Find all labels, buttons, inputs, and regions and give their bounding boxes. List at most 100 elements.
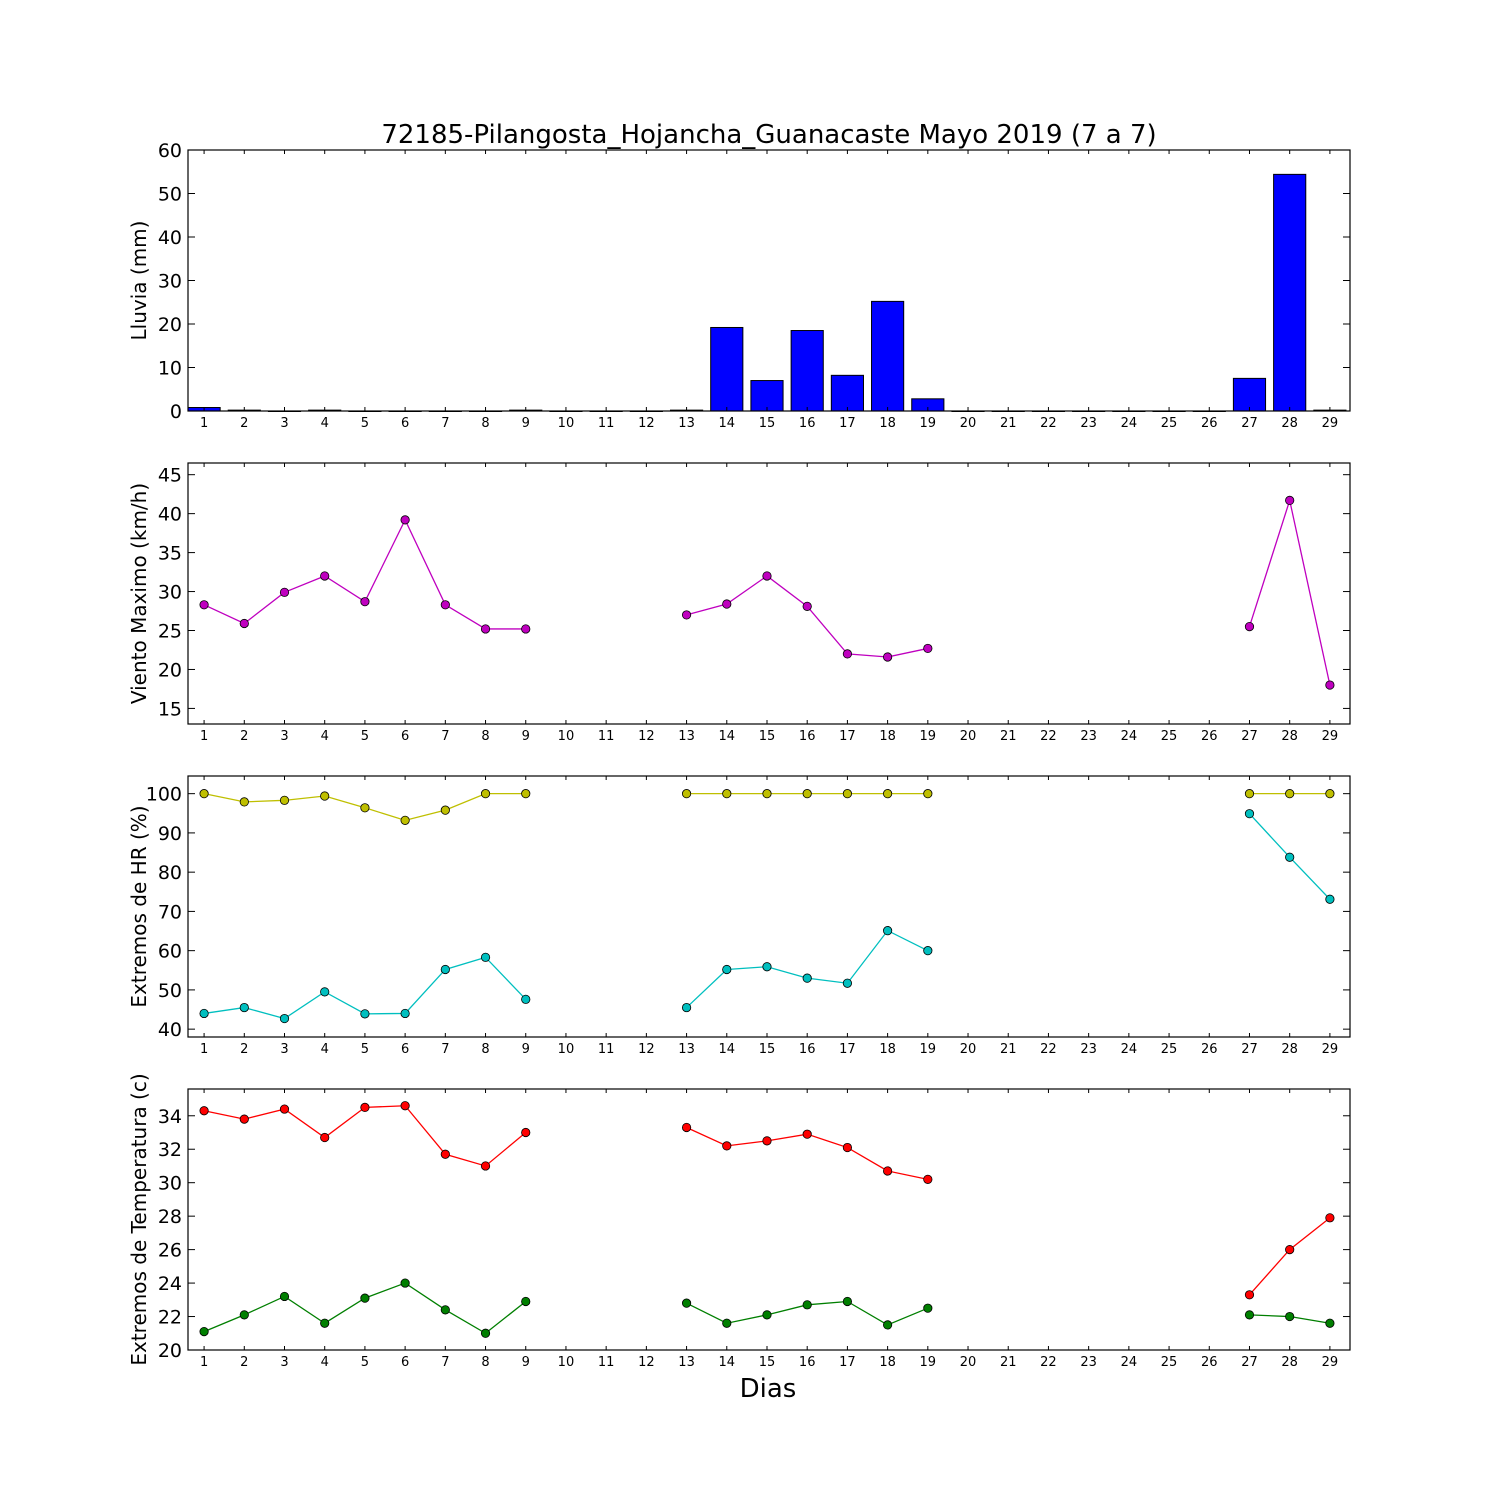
x-tick-label: 26 xyxy=(1201,416,1218,431)
x-tick-label: 10 xyxy=(558,1355,575,1370)
x-tick-label: 7 xyxy=(441,1355,449,1370)
point-hr-1-day-15 xyxy=(762,789,772,799)
x-tick-label: 18 xyxy=(879,729,896,744)
x-tick-label: 20 xyxy=(960,1042,977,1057)
bar-day-16 xyxy=(790,330,824,412)
x-tick-label: 14 xyxy=(719,729,736,744)
point-viento-1-day-19 xyxy=(923,643,933,654)
y-tick-label: 20 xyxy=(158,314,182,336)
x-tick-label: 28 xyxy=(1281,729,1298,744)
point-viento-1-day-2 xyxy=(239,618,249,629)
point-viento-1-day-14 xyxy=(722,599,732,609)
x-tick-label: 8 xyxy=(481,1355,489,1370)
point-temperatura-2-day-9 xyxy=(521,1296,531,1307)
point-temperatura-1-day-15 xyxy=(762,1136,772,1146)
point-hr-1-day-9 xyxy=(521,789,531,799)
x-tick-label: 20 xyxy=(960,729,977,744)
point-temperatura-2-day-1 xyxy=(199,1326,209,1337)
x-tick-label: 5 xyxy=(361,416,369,431)
x-tick-label: 23 xyxy=(1080,1042,1097,1057)
x-tick-label: 15 xyxy=(759,416,776,431)
point-temperatura-1-day-13 xyxy=(681,1122,692,1133)
y-tick-label: 20 xyxy=(158,1340,182,1362)
x-tick-label: 22 xyxy=(1040,416,1057,431)
x-tick-label: 12 xyxy=(638,729,655,744)
series-line-temperatura-1-seg-1 xyxy=(203,1105,527,1167)
y-tick-label: 20 xyxy=(158,659,182,681)
x-tick-label: 16 xyxy=(799,1355,816,1370)
x-tick-label: 29 xyxy=(1322,416,1339,431)
y-tick-label: 10 xyxy=(158,358,182,380)
x-tick-label: 21 xyxy=(1000,1355,1017,1370)
point-hr-1-day-18 xyxy=(883,789,893,799)
point-hr-1-day-27 xyxy=(1244,789,1255,799)
x-tick-label: 5 xyxy=(361,729,369,744)
x-tick-label: 18 xyxy=(879,1042,896,1057)
y-tick-label: 30 xyxy=(158,582,182,604)
x-tick-label: 6 xyxy=(401,1355,409,1370)
x-tick-label: 17 xyxy=(839,729,856,744)
point-temperatura-1-day-5 xyxy=(360,1102,370,1113)
bar-day-17 xyxy=(830,374,864,412)
x-tick-label: 23 xyxy=(1080,1355,1097,1370)
point-temperatura-2-day-28 xyxy=(1285,1311,1295,1322)
y-axis-label-viento: Viento Maximo (km/h) xyxy=(127,483,151,704)
point-temperatura-2-day-5 xyxy=(360,1293,370,1303)
x-tick-label: 12 xyxy=(638,416,655,431)
point-hr-2-day-5 xyxy=(360,1009,370,1019)
point-viento-1-day-6 xyxy=(400,515,410,525)
point-viento-1-day-27 xyxy=(1244,622,1255,632)
y-tick-label: 24 xyxy=(158,1273,182,1295)
x-tick-label: 3 xyxy=(280,416,288,431)
y-tick-label: 50 xyxy=(158,980,182,1002)
x-tick-label: 18 xyxy=(879,1355,896,1370)
point-temperatura-2-day-29 xyxy=(1325,1318,1335,1328)
y-tick-label: 70 xyxy=(158,901,182,923)
x-tick-label: 29 xyxy=(1322,1355,1339,1370)
point-hr-2-day-19 xyxy=(923,946,933,956)
point-viento-1-day-17 xyxy=(842,649,853,659)
x-tick-label: 27 xyxy=(1241,416,1258,431)
x-tick-label: 5 xyxy=(361,1042,369,1057)
point-hr-1-day-29 xyxy=(1325,789,1335,799)
bar-day-18 xyxy=(871,300,905,412)
x-tick-label: 11 xyxy=(598,416,615,431)
plot-frame-viento xyxy=(187,462,1351,725)
x-tick-label: 14 xyxy=(719,1355,736,1370)
x-tick-label: 20 xyxy=(960,416,977,431)
series-line-viento-1-seg-2 xyxy=(686,575,928,658)
point-viento-1-day-7 xyxy=(440,600,450,610)
point-hr-1-day-1 xyxy=(199,789,209,799)
point-temperatura-1-day-7 xyxy=(440,1149,450,1159)
x-tick-label: 17 xyxy=(839,1355,856,1370)
x-tick-label: 9 xyxy=(522,1042,530,1057)
x-tick-label: 26 xyxy=(1201,1355,1218,1370)
y-tick-label: 45 xyxy=(158,465,182,487)
x-tick-label: 3 xyxy=(280,729,288,744)
x-tick-label: 27 xyxy=(1241,1355,1258,1370)
y-tick-label: 22 xyxy=(158,1307,182,1329)
x-tick-label: 13 xyxy=(678,729,695,744)
x-tick-label: 29 xyxy=(1322,729,1339,744)
y-tick-label: 40 xyxy=(158,504,182,526)
x-tick-label: 15 xyxy=(759,1355,776,1370)
point-hr-2-day-14 xyxy=(722,964,732,975)
series-temperatura-2 xyxy=(199,1278,1335,1338)
y-tick-label: 90 xyxy=(158,823,182,845)
x-tick-label: 19 xyxy=(920,416,937,431)
panel-hr: 1 2 3 4 5 6 7 8 9 10 11 12 13 14 15 16 17 18 19 20 21 22 23 24 2… xyxy=(127,775,1351,1057)
x-tick-label: 6 xyxy=(401,1042,409,1057)
point-temperatura-1-day-19 xyxy=(923,1174,933,1184)
x-tick-label: 19 xyxy=(920,1355,937,1370)
point-temperatura-2-day-7 xyxy=(440,1305,450,1315)
point-temperatura-2-day-17 xyxy=(842,1296,853,1307)
point-hr-1-day-2 xyxy=(239,797,249,807)
y-tick-label: 30 xyxy=(158,1173,182,1195)
point-viento-1-day-1 xyxy=(199,600,209,610)
x-tick-label: 9 xyxy=(522,729,530,744)
point-hr-1-day-17 xyxy=(842,789,853,799)
x-tick-label: 27 xyxy=(1241,729,1258,744)
point-viento-1-day-4 xyxy=(320,571,330,581)
point-hr-1-day-6 xyxy=(400,815,410,825)
point-hr-2-day-29 xyxy=(1325,894,1335,904)
